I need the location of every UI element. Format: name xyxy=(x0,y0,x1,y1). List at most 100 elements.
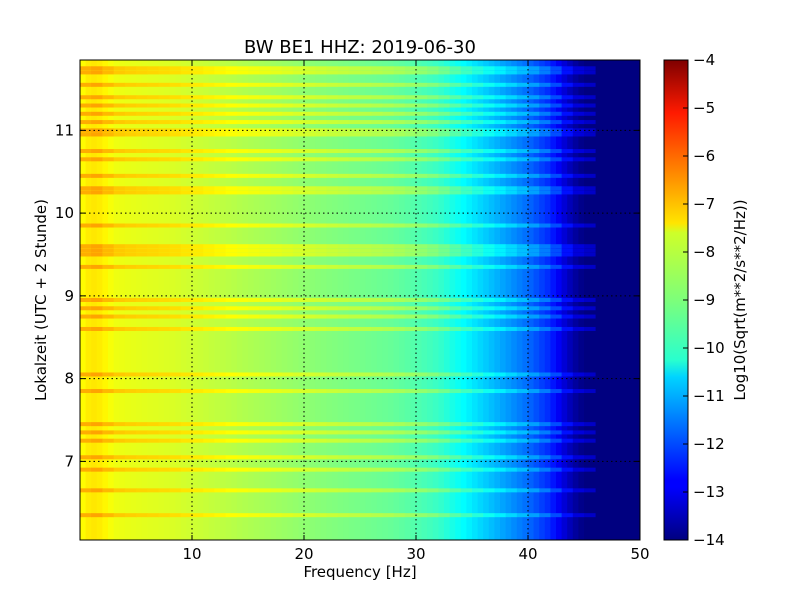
noise-band-cell xyxy=(416,252,428,257)
noise-band-cell xyxy=(169,455,182,460)
noise-band-cell xyxy=(158,467,170,472)
noise-band-cell xyxy=(292,455,305,460)
noise-band-cell xyxy=(315,95,327,100)
noise-band-cell xyxy=(147,430,159,435)
noise-band-cell xyxy=(416,438,428,443)
noise-band-cell xyxy=(360,252,372,257)
noise-band-cell xyxy=(169,95,182,100)
noise-band-cell xyxy=(147,252,159,257)
noise-band-cell xyxy=(460,314,473,319)
noise-band-cell xyxy=(472,103,484,108)
noise-band-cell xyxy=(203,248,215,253)
noise-band-cell xyxy=(180,132,193,137)
noise-band-cell xyxy=(516,422,529,427)
noise-band-cell xyxy=(113,488,126,493)
noise-band-cell xyxy=(371,149,383,154)
noise-band-cell xyxy=(315,372,327,377)
noise-band-cell xyxy=(203,264,215,269)
noise-band-cell xyxy=(561,264,574,269)
noise-band-cell xyxy=(80,248,92,253)
noise-band-cell xyxy=(102,70,114,75)
noise-band-cell xyxy=(281,430,294,435)
noise-band-cell xyxy=(516,149,529,154)
noise-band-cell xyxy=(102,389,114,394)
noise-band-cell xyxy=(304,190,316,195)
noise-band-cell xyxy=(539,314,551,319)
noise-band-cell xyxy=(416,103,428,108)
noise-band-cell xyxy=(449,314,462,319)
noise-band-cell xyxy=(438,111,450,116)
noise-band-cell xyxy=(438,173,450,178)
noise-band-cell xyxy=(572,513,585,518)
noise-band-cell xyxy=(528,422,540,427)
noise-band-cell xyxy=(550,95,562,100)
noise-band-cell xyxy=(494,326,506,331)
noise-band-cell xyxy=(572,190,585,195)
noise-band-cell xyxy=(80,120,92,125)
noise-band-cell xyxy=(136,157,148,162)
noise-band-cell xyxy=(292,111,305,116)
noise-band-cell xyxy=(315,326,327,331)
noise-band-cell xyxy=(270,264,282,269)
noise-band-cell xyxy=(102,223,114,228)
noise-band-cell xyxy=(136,513,148,518)
noise-band-cell xyxy=(416,244,428,249)
noise-band-cell xyxy=(180,252,193,257)
noise-band-cell xyxy=(236,190,249,195)
noise-band-cell xyxy=(337,306,350,311)
noise-band-cell xyxy=(416,513,428,518)
noise-band-cell xyxy=(584,149,596,154)
noise-band-cell xyxy=(483,513,495,518)
noise-band-cell xyxy=(460,186,473,191)
noise-band-cell xyxy=(203,314,215,319)
x-tick-label: 50 xyxy=(630,545,649,563)
noise-band-cell xyxy=(472,248,484,253)
noise-band-cell xyxy=(584,82,596,87)
noise-band-cell xyxy=(326,422,338,427)
noise-band-cell xyxy=(136,82,148,87)
noise-band-cell xyxy=(528,103,540,108)
noise-band-cell xyxy=(584,186,596,191)
noise-band-cell xyxy=(460,95,473,100)
noise-band-cell xyxy=(326,186,338,191)
noise-band-cell xyxy=(449,430,462,435)
noise-band-cell xyxy=(102,326,114,331)
noise-band-cell xyxy=(572,66,585,71)
noise-band-cell xyxy=(505,82,518,87)
noise-band-cell xyxy=(304,186,316,191)
noise-band-cell xyxy=(561,306,574,311)
noise-band-cell xyxy=(404,223,417,228)
noise-band-cell xyxy=(348,190,361,195)
noise-band-cell xyxy=(393,298,406,302)
noise-band-cell xyxy=(348,173,361,178)
noise-band-cell xyxy=(438,95,450,100)
noise-band-cell xyxy=(80,430,92,435)
noise-band-cell xyxy=(236,111,249,116)
noise-band-cell xyxy=(136,132,148,137)
noise-band-cell xyxy=(505,314,518,319)
noise-band-cell xyxy=(270,70,282,75)
colorbar: −4−5−6−7−8−9−10−11−12−13−14 xyxy=(663,51,725,549)
noise-band-cell xyxy=(326,173,338,178)
noise-band-cell xyxy=(91,326,103,331)
noise-band-cell xyxy=(572,128,585,133)
noise-band-cell xyxy=(539,149,551,154)
noise-band-cell xyxy=(192,186,204,191)
noise-band-cell xyxy=(225,111,238,116)
noise-band-cell xyxy=(292,66,305,71)
noise-band-cell xyxy=(539,389,551,394)
noise-band-cell xyxy=(505,252,518,257)
noise-band-cell xyxy=(348,95,361,100)
noise-band-cell xyxy=(360,157,372,162)
noise-band-cell xyxy=(80,186,92,191)
noise-band-cell xyxy=(259,223,271,228)
noise-band-cell xyxy=(438,149,450,154)
noise-band-cell xyxy=(158,120,170,125)
noise-band-cell xyxy=(572,422,585,427)
noise-band-cell xyxy=(203,438,215,443)
noise-band-cell xyxy=(393,157,406,162)
noise-band-cell xyxy=(528,149,540,154)
noise-band-cell xyxy=(348,157,361,162)
noise-band-cell xyxy=(348,314,361,319)
